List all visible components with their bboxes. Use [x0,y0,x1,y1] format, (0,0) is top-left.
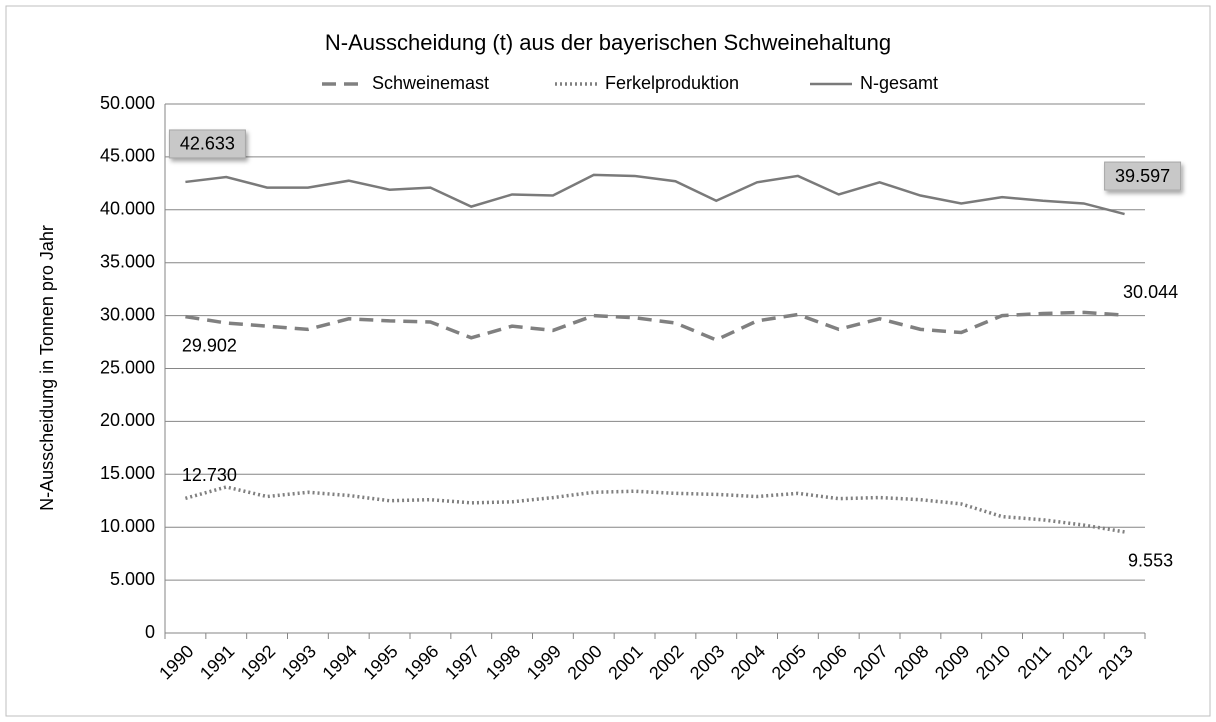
y-tick-label: 40.000 [100,199,155,219]
y-tick-label: 30.000 [100,304,155,324]
y-tick-label: 20.000 [100,410,155,430]
y-tick-label: 35.000 [100,251,155,271]
y-tick-label: 15.000 [100,463,155,483]
data-label: 30.044 [1123,282,1178,302]
data-label-text: 39.597 [1115,166,1170,186]
line-series [185,173,1125,216]
data-label-text: 42.633 [180,134,235,154]
y-tick-label: 10.000 [100,516,155,536]
y-tick-label: 45.000 [100,146,155,166]
legend-label: Ferkelproduktion [605,73,739,93]
legend-label: Schweinemast [372,73,489,93]
y-tick-label: 0 [145,622,155,642]
line-series [185,310,1125,342]
data-label: 42.633 [168,129,246,159]
legend-label: N-gesamt [860,73,938,93]
y-tick-label: 50.000 [100,93,155,113]
data-label: 12.730 [182,465,237,485]
data-label-box [168,129,246,159]
data-label: 29.902 [182,335,237,355]
y-tick-label: 25.000 [100,357,155,377]
chart-title: N-Ausscheidung (t) aus der bayerischen S… [325,30,891,55]
y-tick-label: 5.000 [110,569,155,589]
y-axis-label: N-Ausscheidung in Tonnen pro Jahr [37,225,57,511]
chart-border [5,5,1211,717]
data-label: 9.553 [1128,551,1173,571]
data-label: 39.597 [1104,161,1182,191]
data-label-box [1104,161,1182,191]
